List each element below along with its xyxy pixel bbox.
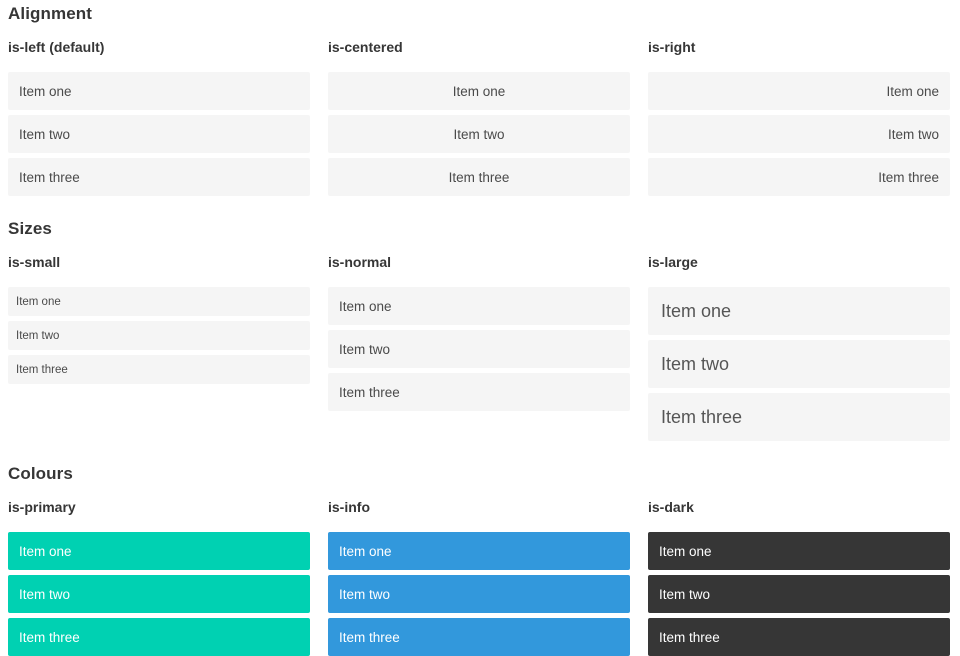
list-normal: Item one Item two Item three — [328, 287, 630, 411]
section-alignment: Alignment is-left (default) Item one Ite… — [8, 5, 950, 196]
demo-label: is-centered — [328, 39, 403, 55]
list-item: Item one — [648, 532, 950, 570]
list-item: Item one — [8, 287, 310, 316]
list-item: Item one — [648, 72, 950, 110]
demo-column-is-centered: is-centered Item one Item two Item three — [328, 40, 630, 196]
list-item: Item three — [648, 158, 950, 196]
list-info: Item one Item two Item three — [328, 532, 630, 656]
list-item: Item two — [328, 330, 630, 368]
section-title: Sizes — [8, 219, 52, 238]
list-item: Item three — [648, 393, 950, 441]
demo-label: is-large — [648, 254, 698, 270]
section-title: Colours — [8, 464, 73, 483]
list-item: Item one — [648, 287, 950, 335]
demo-column-is-right: is-right Item one Item two Item three — [648, 40, 950, 196]
list-item: Item three — [328, 158, 630, 196]
list-item: Item one — [328, 532, 630, 570]
list-item: Item three — [648, 618, 950, 656]
demo-label: is-left (default) — [8, 39, 105, 55]
list-large: Item one Item two Item three — [648, 287, 950, 441]
list-item: Item two — [648, 115, 950, 153]
list-item: Item two — [8, 321, 310, 350]
list-small: Item one Item two Item three — [8, 287, 310, 384]
demo-column-is-dark: is-dark Item one Item two Item three — [648, 500, 950, 656]
list-item: Item two — [648, 575, 950, 613]
demo-label: is-normal — [328, 254, 392, 270]
demo-label: is-dark — [648, 499, 694, 515]
section-title: Alignment — [8, 4, 93, 23]
list-centered: Item one Item two Item three — [328, 72, 630, 196]
list-item: Item three — [8, 158, 310, 196]
demo-column-is-left: is-left (default) Item one Item two Item… — [8, 40, 310, 196]
demo-label: is-right — [648, 39, 696, 55]
list-right: Item one Item two Item three — [648, 72, 950, 196]
demo-column-is-primary: is-primary Item one Item two Item three — [8, 500, 310, 656]
list-item: Item one — [328, 72, 630, 110]
list-item: Item one — [328, 287, 630, 325]
list-item: Item three — [328, 618, 630, 656]
list-item: Item two — [8, 115, 310, 153]
list-item: Item three — [328, 373, 630, 411]
demo-label: is-small — [8, 254, 61, 270]
list-item: Item three — [8, 355, 310, 384]
sizes-columns: is-small Item one Item two Item three is… — [8, 255, 950, 441]
list-item: Item two — [8, 575, 310, 613]
section-colours: Colours is-primary Item one Item two Ite… — [8, 465, 950, 656]
demo-column-is-small: is-small Item one Item two Item three — [8, 255, 310, 441]
demo-label: is-primary — [8, 499, 76, 515]
list-primary: Item one Item two Item three — [8, 532, 310, 656]
list-item: Item three — [8, 618, 310, 656]
demo-column-is-info: is-info Item one Item two Item three — [328, 500, 630, 656]
colours-columns: is-primary Item one Item two Item three … — [8, 500, 950, 656]
demo-column-is-large: is-large Item one Item two Item three — [648, 255, 950, 441]
list-item: Item two — [328, 575, 630, 613]
list-item: Item two — [648, 340, 950, 388]
alignment-columns: is-left (default) Item one Item two Item… — [8, 40, 950, 196]
list-dark: Item one Item two Item three — [648, 532, 950, 656]
list-item: Item one — [8, 532, 310, 570]
list-item: Item two — [328, 115, 630, 153]
section-sizes: Sizes is-small Item one Item two Item th… — [8, 220, 950, 441]
list-left: Item one Item two Item three — [8, 72, 310, 196]
list-item: Item one — [8, 72, 310, 110]
demo-label: is-info — [328, 499, 370, 515]
demo-column-is-normal: is-normal Item one Item two Item three — [328, 255, 630, 441]
